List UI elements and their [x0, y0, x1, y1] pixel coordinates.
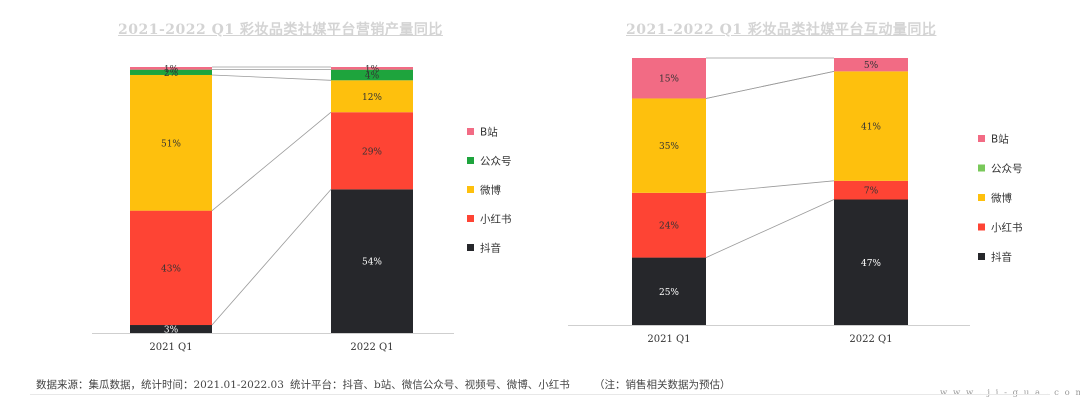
left-bar-1-微博: [130, 74, 212, 211]
left-tick-label: 2022 Q1: [350, 342, 393, 353]
right-bar-2-小红书: [834, 180, 908, 200]
footer-note: （注：销售相关数据为预估）: [594, 379, 731, 391]
right-tick-label: 2022 Q1: [849, 334, 892, 345]
right-chart-title: 2021-2022 Q1 彩妆品类社媒平台互动量同比: [626, 22, 937, 38]
right-bar-1-抖音: [632, 257, 706, 325]
footer-divider: [30, 394, 1050, 395]
left-tick-label: 2021 Q1: [149, 342, 192, 353]
right-legend-swatch-微博: [978, 194, 985, 201]
right-legend-swatch-小红书: [978, 223, 985, 231]
left-legend-label: 微博: [480, 184, 501, 197]
left-data-label: 51%: [161, 139, 181, 149]
right-connector-line: [705, 180, 835, 194]
right-legend-label: 微博: [991, 192, 1012, 205]
right-legend-label: 公众号: [991, 163, 1023, 175]
left-data-label: 1%: [365, 65, 380, 75]
right-bar-1-小红书: [632, 192, 706, 258]
left-legend-swatch-公众号: [467, 157, 474, 164]
right-data-label: 47%: [861, 259, 881, 269]
left-legend-label: 公众号: [480, 156, 512, 168]
right-connector-line: [705, 199, 835, 258]
right-connector-line: [705, 70, 835, 99]
right-data-label: 5%: [864, 61, 879, 71]
right-tick-label: 2021 Q1: [647, 334, 690, 345]
left-data-label: 29%: [362, 147, 382, 157]
right-data-label: 41%: [861, 123, 881, 133]
left-bar-1-抖音: [130, 325, 212, 333]
left-legend-swatch-B站: [467, 128, 474, 135]
left-data-label: 54%: [362, 258, 382, 268]
left-chart-title: 2021-2022 Q1 彩妆品类社媒平台营销产量同比: [118, 22, 443, 38]
left-stacked-bar-chart: 2021 Q1 2022 Q13%43%51%2%1%54%29%12%4%1%B…: [92, 65, 512, 353]
footer-platforms: 统计平台：抖音、b站、微信公众号、视频号、微博、小红书: [290, 379, 570, 391]
right-bar-2-微博: [834, 71, 908, 181]
left-bar-2-B站: [331, 67, 413, 70]
right-legend-swatch-公众号: [978, 164, 985, 172]
right-data-label: 25%: [659, 288, 679, 298]
left-connector-line: [211, 111, 332, 211]
left-bar-1-公众号: [130, 69, 212, 75]
right-bar-2-抖音: [834, 199, 908, 325]
left-bar-1-B站: [130, 67, 212, 70]
right-data-label: 15%: [659, 75, 679, 85]
right-bar-1-微博: [632, 98, 706, 193]
right-data-label: 24%: [659, 222, 679, 232]
left-legend-label: B站: [480, 126, 498, 139]
left-connector-line: [211, 189, 332, 326]
right-data-label: 35%: [659, 142, 679, 152]
left-legend-swatch-小红书: [467, 215, 474, 222]
footer-url: w w w . j i - g u a . c o m: [940, 388, 1080, 398]
right-bar-1-B站: [632, 58, 706, 99]
left-legend-swatch-抖音: [467, 244, 474, 251]
left-legend-label: 抖音: [480, 242, 501, 255]
left-bar-1-小红书: [130, 210, 212, 326]
right-legend-swatch-抖音: [978, 253, 985, 260]
footer-source: 数据来源：集瓜数据，统计时间：2021.01-2022.03: [36, 379, 284, 391]
left-bar-2-抖音: [331, 189, 413, 333]
right-legend-label: B站: [991, 133, 1009, 146]
right-data-label: 7%: [864, 187, 879, 197]
right-legend-label: 小红书: [991, 221, 1023, 234]
left-data-label: 1%: [164, 65, 179, 75]
left-data-label: 43%: [161, 264, 181, 274]
left-data-label: 3%: [164, 326, 179, 336]
left-connector-line: [211, 74, 332, 81]
left-bar-2-公众号: [331, 69, 413, 81]
left-legend-swatch-微博: [467, 186, 474, 193]
right-stacked-bar-chart: 2021 Q1 2022 Q1 25% 24% 35% 15% 47% 7% 41% 5% B站公众…: [568, 57, 1023, 345]
left-bar-2-小红书: [331, 112, 413, 190]
right-bar-2-B站: [834, 58, 908, 72]
left-legend-label: 小红书: [480, 213, 512, 226]
left-data-label: 4%: [365, 71, 380, 81]
left-bar-2-微博: [331, 80, 413, 113]
left-data-label: 12%: [362, 93, 382, 103]
left-data-label: 2%: [164, 69, 179, 79]
right-legend-label: 抖音: [991, 251, 1012, 264]
right-legend-swatch-B站: [978, 135, 985, 142]
